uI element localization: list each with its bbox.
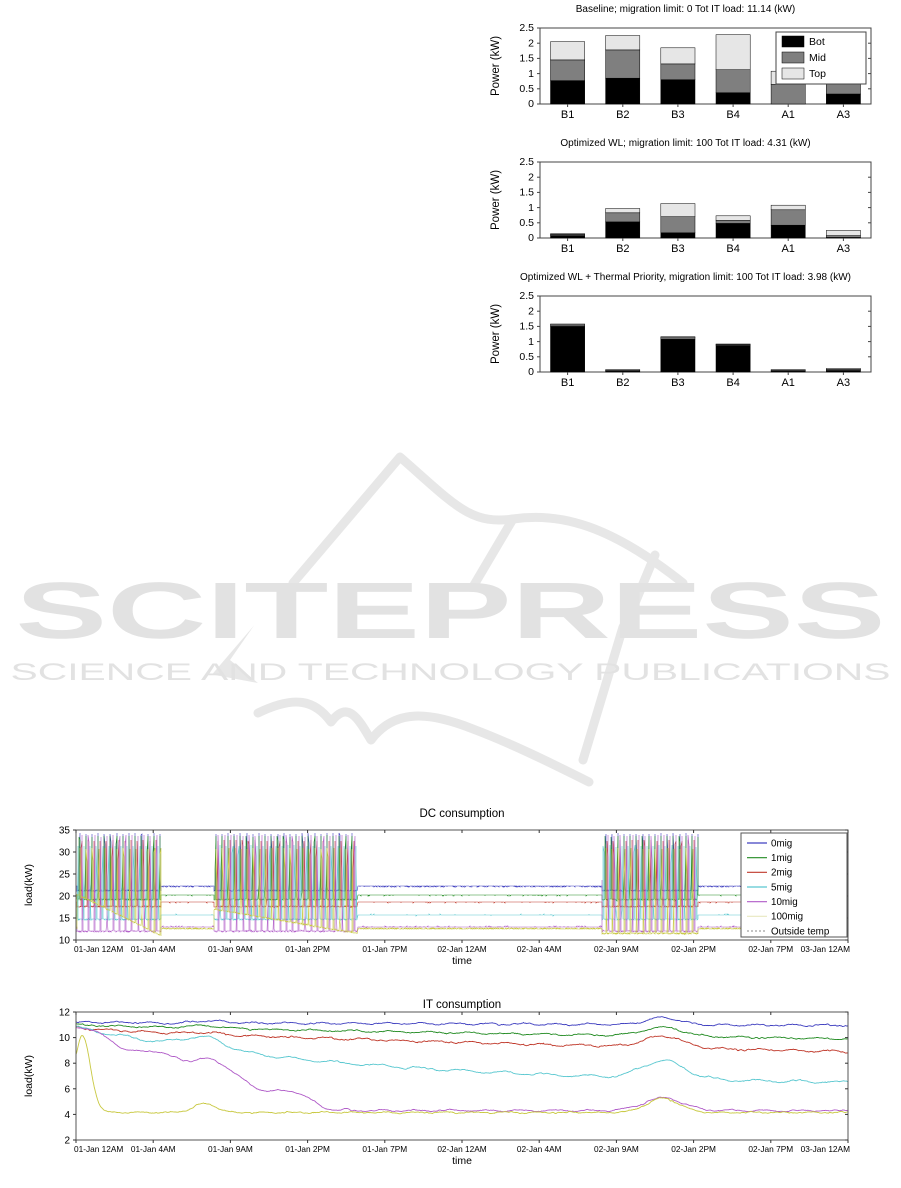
svg-text:01-Jan 9AM: 01-Jan 9AM [208,1144,253,1154]
svg-text:0.5: 0.5 [519,217,534,229]
svg-text:0.5: 0.5 [519,351,534,363]
svg-text:02-Jan 2PM: 02-Jan 2PM [671,1144,716,1154]
svg-text:35: 35 [59,826,71,837]
svg-text:02-Jan 12AM: 02-Jan 12AM [437,944,486,954]
svg-text:DC consumption: DC consumption [419,808,504,820]
svg-text:2.5: 2.5 [519,290,534,302]
svg-text:B4: B4 [726,377,739,389]
svg-text:01-Jan 2PM: 01-Jan 2PM [285,944,330,954]
svg-text:03-Jan 12AM: 03-Jan 12AM [801,944,850,954]
svg-text:2mig: 2mig [771,868,792,879]
svg-text:B4: B4 [726,243,739,255]
svg-text:25: 25 [59,870,71,881]
svg-text:0: 0 [528,98,534,110]
svg-text:A3: A3 [837,243,850,255]
svg-text:0: 0 [528,366,534,378]
svg-text:30: 30 [59,848,71,859]
svg-text:10: 10 [59,936,71,947]
svg-text:Optimized WL + Thermal Priorit: Optimized WL + Thermal Priority, migrati… [520,272,851,283]
svg-text:0.5: 0.5 [519,83,534,95]
svg-text:Optimized WL; migration limit:: Optimized WL; migration limit: 100 Tot I… [560,138,810,149]
svg-text:IT consumption: IT consumption [423,999,501,1011]
svg-text:02-Jan 7PM: 02-Jan 7PM [748,1144,793,1154]
svg-text:time: time [452,955,472,967]
svg-text:01-Jan 2PM: 01-Jan 2PM [285,1144,330,1154]
svg-text:02-Jan 4AM: 02-Jan 4AM [517,944,562,954]
svg-text:6: 6 [64,1084,70,1095]
svg-text:12: 12 [59,1008,71,1019]
svg-text:B3: B3 [671,109,684,121]
svg-text:A1: A1 [781,243,794,255]
svg-text:02-Jan 9AM: 02-Jan 9AM [594,1144,639,1154]
svg-text:Power (kW): Power (kW) [490,304,502,364]
svg-text:B2: B2 [616,109,629,121]
svg-text:B1: B1 [561,377,574,389]
svg-text:2: 2 [64,1136,70,1147]
svg-text:load(kW): load(kW) [23,1055,35,1097]
svg-text:01-Jan 4AM: 01-Jan 4AM [131,944,176,954]
svg-text:1.5: 1.5 [519,321,534,333]
svg-text:SCITEPRESS: SCITEPRESS [16,566,886,655]
svg-text:4: 4 [64,1110,70,1121]
svg-text:A3: A3 [837,109,850,121]
svg-text:B4: B4 [726,109,739,121]
svg-text:2.5: 2.5 [519,22,534,34]
svg-text:03-Jan 12AM: 03-Jan 12AM [801,1144,850,1154]
svg-text:02-Jan 4AM: 02-Jan 4AM [517,1144,562,1154]
svg-text:1: 1 [528,202,534,214]
svg-text:B2: B2 [616,377,629,389]
svg-text:A1: A1 [781,109,794,121]
svg-text:100mig: 100mig [771,912,803,923]
svg-text:B1: B1 [561,243,574,255]
svg-text:01-Jan 4AM: 01-Jan 4AM [131,1144,176,1154]
svg-text:2: 2 [528,37,534,49]
svg-text:Baseline; migration limit: 0: Baseline; migration limit: 0 Tot IT load… [576,4,796,15]
svg-text:SCIENCE AND TECHNOLOGY PUBLICA: SCIENCE AND TECHNOLOGY PUBLICATIONS [11,659,891,686]
svg-text:A1: A1 [781,377,794,389]
svg-text:1.5: 1.5 [519,53,534,65]
svg-text:01-Jan 12AM: 01-Jan 12AM [74,944,123,954]
svg-text:B2: B2 [616,243,629,255]
svg-text:Power (kW): Power (kW) [490,170,502,230]
svg-text:0mig: 0mig [771,838,792,849]
svg-text:02-Jan 9AM: 02-Jan 9AM [594,944,639,954]
svg-text:1: 1 [528,336,534,348]
svg-text:Top: Top [809,68,826,80]
svg-text:B3: B3 [671,243,684,255]
svg-text:01-Jan 12AM: 01-Jan 12AM [74,1144,123,1154]
svg-text:time: time [452,1155,472,1167]
svg-text:01-Jan 7PM: 01-Jan 7PM [362,944,407,954]
svg-text:Power (kW): Power (kW) [490,36,502,96]
svg-text:01-Jan 9AM: 01-Jan 9AM [208,944,253,954]
svg-text:02-Jan 12AM: 02-Jan 12AM [437,1144,486,1154]
svg-text:B1: B1 [561,109,574,121]
svg-text:01-Jan 7PM: 01-Jan 7PM [362,1144,407,1154]
svg-text:B3: B3 [671,377,684,389]
svg-text:20: 20 [59,892,71,903]
svg-text:5mig: 5mig [771,882,792,893]
svg-text:0: 0 [528,232,534,244]
svg-text:10mig: 10mig [771,897,798,908]
svg-text:10: 10 [59,1033,71,1044]
svg-text:1mig: 1mig [771,853,792,864]
svg-text:02-Jan 7PM: 02-Jan 7PM [748,944,793,954]
svg-text:2: 2 [528,305,534,317]
svg-text:Bot: Bot [809,36,825,48]
svg-text:Outside temp: Outside temp [771,926,830,937]
svg-text:A3: A3 [837,377,850,389]
svg-text:Mid: Mid [809,52,826,64]
svg-text:15: 15 [59,914,71,925]
svg-text:1.5: 1.5 [519,187,534,199]
svg-text:8: 8 [64,1059,70,1070]
svg-text:2.5: 2.5 [519,156,534,168]
svg-text:1: 1 [528,68,534,80]
svg-text:02-Jan 2PM: 02-Jan 2PM [671,944,716,954]
svg-text:2: 2 [528,171,534,183]
svg-text:load(kW): load(kW) [23,864,35,906]
